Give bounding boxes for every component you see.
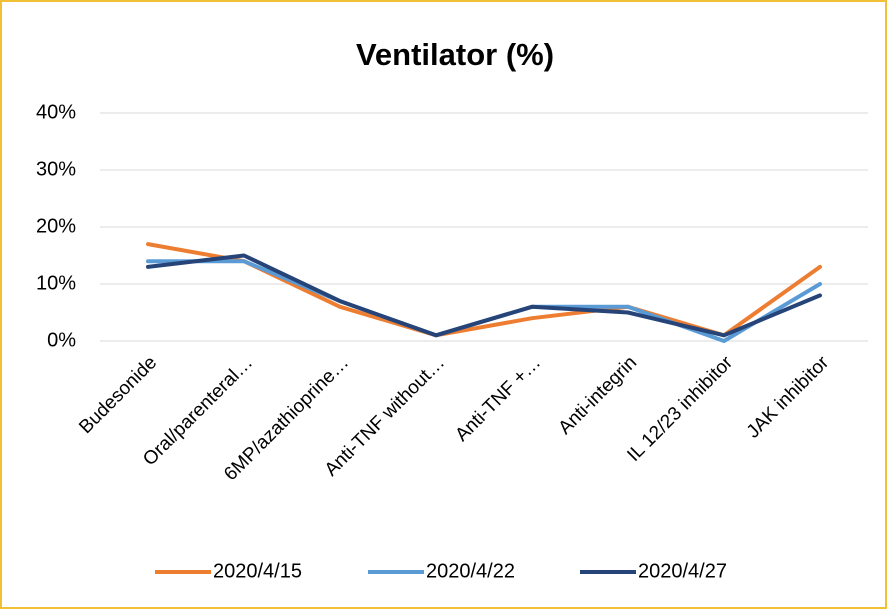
series-line (146, 253, 822, 338)
y-tick-label: 0% (47, 329, 76, 351)
y-tick-label: 30% (36, 158, 76, 180)
legend-label: 2020/4/15 (213, 560, 302, 582)
legend-label: 2020/4/22 (426, 560, 515, 582)
y-tick-label: 10% (36, 272, 76, 294)
legend-label: 2020/4/27 (638, 560, 727, 582)
y-tick-label: 40% (36, 101, 76, 123)
y-tick-label: 20% (36, 215, 76, 237)
chart-title: Ventilator (%) (356, 37, 554, 72)
